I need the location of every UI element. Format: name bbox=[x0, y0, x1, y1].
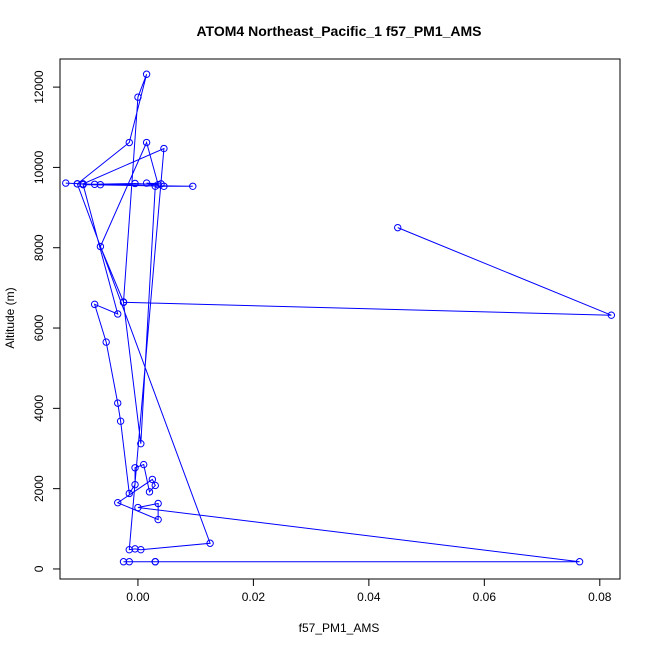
x-tick-label: 0.00 bbox=[126, 590, 150, 604]
data-point bbox=[96, 180, 105, 189]
data-point bbox=[151, 182, 159, 190]
data-point bbox=[116, 417, 125, 425]
y-tick-label: 6000 bbox=[32, 314, 46, 341]
data-point bbox=[73, 180, 82, 188]
data-point bbox=[102, 338, 110, 346]
data-point bbox=[189, 182, 197, 190]
data-point bbox=[154, 515, 162, 524]
series-polyline bbox=[65, 74, 612, 563]
data-point bbox=[114, 499, 122, 507]
y-axis-label: Altitude (m) bbox=[3, 287, 17, 348]
data-point bbox=[131, 179, 139, 188]
x-tick-label: 0.02 bbox=[242, 590, 266, 604]
data-point bbox=[137, 439, 145, 448]
y-tick-label: 12000 bbox=[32, 70, 46, 104]
data-point bbox=[575, 558, 584, 566]
data-point bbox=[119, 298, 128, 307]
data-point bbox=[125, 138, 133, 147]
data-point bbox=[145, 488, 154, 496]
data-point bbox=[131, 480, 139, 489]
data-point bbox=[114, 310, 122, 318]
data-point bbox=[134, 503, 142, 512]
x-axis: 0.00 0.02 0.04 0.06 0.08 bbox=[126, 578, 612, 604]
y-tick-label: 8000 bbox=[32, 234, 46, 261]
x-tick-label: 0.06 bbox=[473, 590, 497, 604]
data-point bbox=[125, 489, 133, 498]
series-points bbox=[62, 70, 616, 566]
data-point bbox=[142, 70, 151, 78]
data-point bbox=[151, 558, 159, 566]
chart-title: ATOM4 Northeast_Pacific_1 f57_PM1_AMS bbox=[196, 23, 481, 39]
series-line bbox=[65, 74, 612, 563]
data-point bbox=[96, 242, 105, 251]
data-point bbox=[125, 545, 133, 554]
plot-frame bbox=[59, 58, 621, 580]
y-tick-label: 2000 bbox=[32, 475, 46, 502]
data-point bbox=[90, 300, 99, 309]
data-point bbox=[154, 499, 162, 508]
data-point bbox=[142, 179, 151, 187]
data-point bbox=[125, 558, 133, 566]
data-point bbox=[134, 93, 142, 101]
y-tick-label: 0 bbox=[32, 565, 46, 572]
data-point bbox=[114, 399, 122, 407]
data-point bbox=[148, 475, 157, 484]
data-point bbox=[131, 464, 139, 472]
data-point bbox=[137, 545, 145, 554]
data-point bbox=[131, 545, 139, 553]
y-tick-label: 4000 bbox=[32, 395, 46, 422]
data-point bbox=[119, 558, 128, 566]
data-point bbox=[607, 311, 616, 319]
data-point bbox=[62, 179, 70, 187]
y-tick-label: 10000 bbox=[32, 150, 46, 184]
x-tick-label: 0.08 bbox=[588, 590, 612, 604]
y-axis: 0 2000 4000 6000 8000 10000 12000 bbox=[32, 70, 61, 572]
data-point bbox=[394, 223, 402, 232]
data-point bbox=[142, 138, 151, 147]
data-point bbox=[151, 481, 159, 490]
data-point bbox=[79, 180, 87, 188]
x-tick-label: 0.04 bbox=[357, 590, 381, 604]
data-point bbox=[140, 460, 148, 469]
data-point bbox=[90, 180, 99, 188]
data-point bbox=[206, 539, 214, 547]
data-point bbox=[160, 144, 168, 153]
x-axis-label: f57_PM1_AMS bbox=[299, 621, 380, 635]
